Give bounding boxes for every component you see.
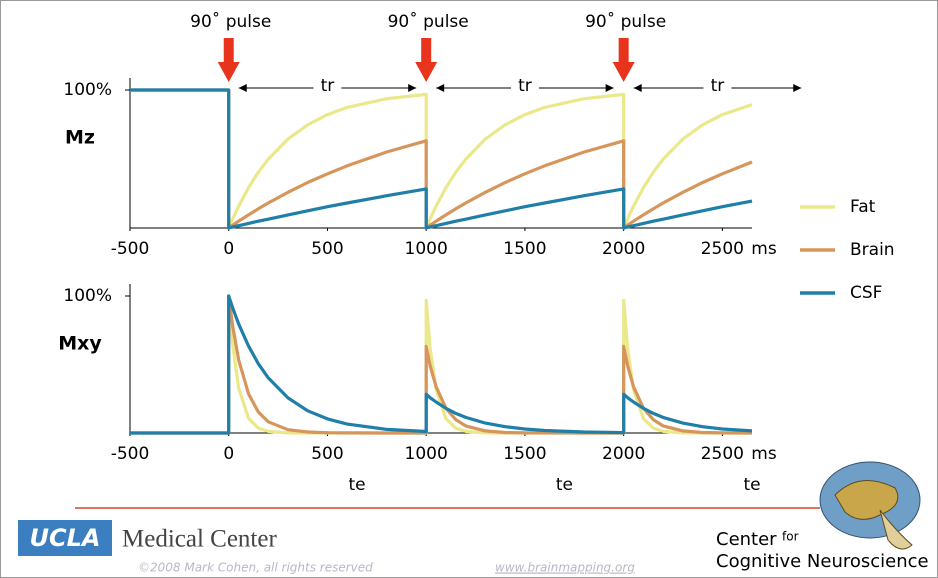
x-tick-label: 1000 xyxy=(405,239,448,259)
x-tick-label: 1500 xyxy=(503,444,546,464)
series-line xyxy=(130,88,753,230)
series-line xyxy=(130,88,753,230)
span-label: tr xyxy=(711,76,725,96)
annotation: te xyxy=(349,475,366,495)
pulse-label: 90˚ pulse xyxy=(190,11,271,32)
x-tick-label: 2000 xyxy=(602,444,645,464)
annotation: te xyxy=(743,475,760,495)
for-text: for xyxy=(782,530,799,544)
x-unit: ms xyxy=(751,444,777,464)
pulse-label: 90˚ pulse xyxy=(585,11,666,32)
x-unit: ms xyxy=(751,239,777,259)
cognitive-text: Cognitive Neuroscience xyxy=(716,551,929,572)
series-line xyxy=(130,294,752,435)
ucla-logo: UCLA xyxy=(30,524,101,552)
span-bg xyxy=(313,78,342,98)
x-tick-label: 0 xyxy=(223,239,234,259)
series-line xyxy=(130,294,753,435)
y-tick-label: 100% xyxy=(63,80,112,100)
y-axis-label: Mz xyxy=(65,127,95,149)
pulse-arrow xyxy=(612,38,635,82)
y-tick-label: 100% xyxy=(63,286,112,306)
x-tick-label: 500 xyxy=(311,444,343,464)
pulse-arrow xyxy=(217,38,240,82)
medical-center: Medical Center xyxy=(122,526,277,553)
span-bg xyxy=(510,78,539,98)
url: www.brainmapping.org xyxy=(495,561,635,575)
x-tick-label: 1000 xyxy=(405,444,448,464)
legend-label: CSF xyxy=(850,283,882,303)
span-label: tr xyxy=(321,76,335,96)
series-line xyxy=(130,88,753,230)
x-tick-label: 1500 xyxy=(503,239,546,259)
x-tick-label: 2500 xyxy=(701,444,744,464)
legend-label: Brain xyxy=(850,240,895,260)
brain-icon xyxy=(819,461,921,550)
ucla-box xyxy=(18,520,112,556)
span-label: tr xyxy=(518,76,532,96)
y-axis-label: Mxy xyxy=(58,333,102,355)
x-tick-label: 2000 xyxy=(602,239,645,259)
pulse-label: 90˚ pulse xyxy=(388,11,469,32)
annotation: te xyxy=(556,475,573,495)
copyright: ©2008 Mark Cohen, all rights reserved xyxy=(138,561,373,575)
x-tick-label: 500 xyxy=(311,239,343,259)
legend-label: Fat xyxy=(850,197,876,217)
x-tick-label: 2500 xyxy=(701,239,744,259)
x-tick-label: -500 xyxy=(111,444,150,464)
x-tick-label: 0 xyxy=(223,444,234,464)
span-bg xyxy=(703,78,732,98)
x-tick-label: -500 xyxy=(111,239,150,259)
pulse-arrow xyxy=(415,38,438,82)
center-text: Center xyxy=(716,529,777,550)
